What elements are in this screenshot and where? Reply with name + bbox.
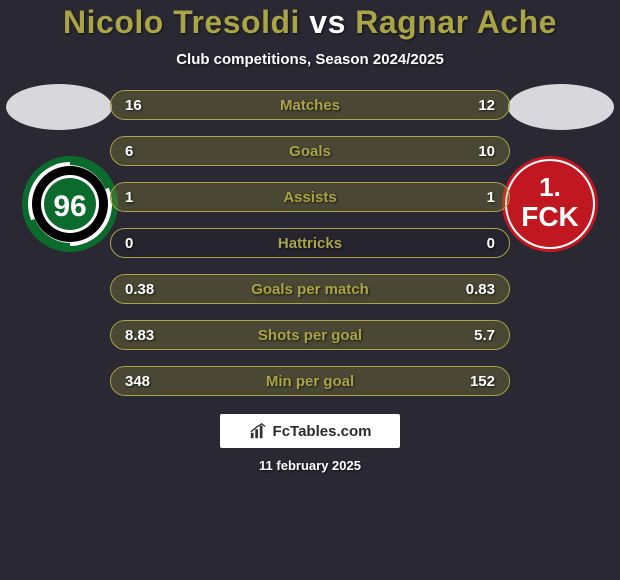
hannover-96-icon: 96 bbox=[20, 154, 120, 254]
kaiserslautern-icon: 1. FCK bbox=[500, 154, 600, 254]
watermark: FcTables.com bbox=[220, 414, 400, 448]
title-vs: vs bbox=[309, 4, 346, 40]
avatar-left bbox=[6, 84, 112, 130]
title-player2: Ragnar Ache bbox=[355, 4, 557, 40]
club-badge-left: 96 bbox=[20, 154, 120, 254]
stat-value-right: 0.83 bbox=[455, 281, 495, 298]
date-line: 11 february 2025 bbox=[0, 458, 620, 473]
svg-text:1.: 1. bbox=[539, 172, 561, 202]
stat-label: Goals per match bbox=[111, 281, 509, 298]
stat-label: Matches bbox=[111, 97, 509, 114]
stat-row: 1Assists1 bbox=[110, 182, 510, 212]
stat-value-right: 1 bbox=[455, 189, 495, 206]
avatar-right bbox=[508, 84, 614, 130]
stats-table: 16Matches126Goals101Assists10Hattricks00… bbox=[110, 90, 510, 396]
subtitle: Club competitions, Season 2024/2025 bbox=[0, 51, 620, 68]
title-player1: Nicolo Tresoldi bbox=[63, 4, 300, 40]
stat-label: Assists bbox=[111, 189, 509, 206]
stat-row: 8.83Shots per goal5.7 bbox=[110, 320, 510, 350]
page-title: Nicolo Tresoldi vs Ragnar Ache bbox=[0, 4, 620, 41]
club-badge-right: 1. FCK bbox=[500, 154, 600, 254]
stat-value-right: 5.7 bbox=[455, 327, 495, 344]
watermark-text: FcTables.com bbox=[273, 423, 372, 440]
comparison-card: Nicolo Tresoldi vs Ragnar Ache Club comp… bbox=[0, 0, 620, 473]
stat-value-right: 12 bbox=[455, 97, 495, 114]
chart-icon bbox=[249, 422, 267, 440]
stat-row: 6Goals10 bbox=[110, 136, 510, 166]
stat-label: Hattricks bbox=[111, 235, 509, 252]
stat-label: Shots per goal bbox=[111, 327, 509, 344]
svg-text:96: 96 bbox=[53, 190, 86, 223]
svg-text:FCK: FCK bbox=[521, 201, 579, 232]
stat-label: Min per goal bbox=[111, 373, 509, 390]
stat-row: 348Min per goal152 bbox=[110, 366, 510, 396]
main-area: 96 1. FCK 16Matches126Goals101Assists10H… bbox=[0, 90, 620, 396]
stat-value-right: 0 bbox=[455, 235, 495, 252]
stat-row: 0.38Goals per match0.83 bbox=[110, 274, 510, 304]
stat-value-right: 152 bbox=[455, 373, 495, 390]
stat-row: 0Hattricks0 bbox=[110, 228, 510, 258]
stat-row: 16Matches12 bbox=[110, 90, 510, 120]
stat-value-right: 10 bbox=[455, 143, 495, 160]
stat-label: Goals bbox=[111, 143, 509, 160]
